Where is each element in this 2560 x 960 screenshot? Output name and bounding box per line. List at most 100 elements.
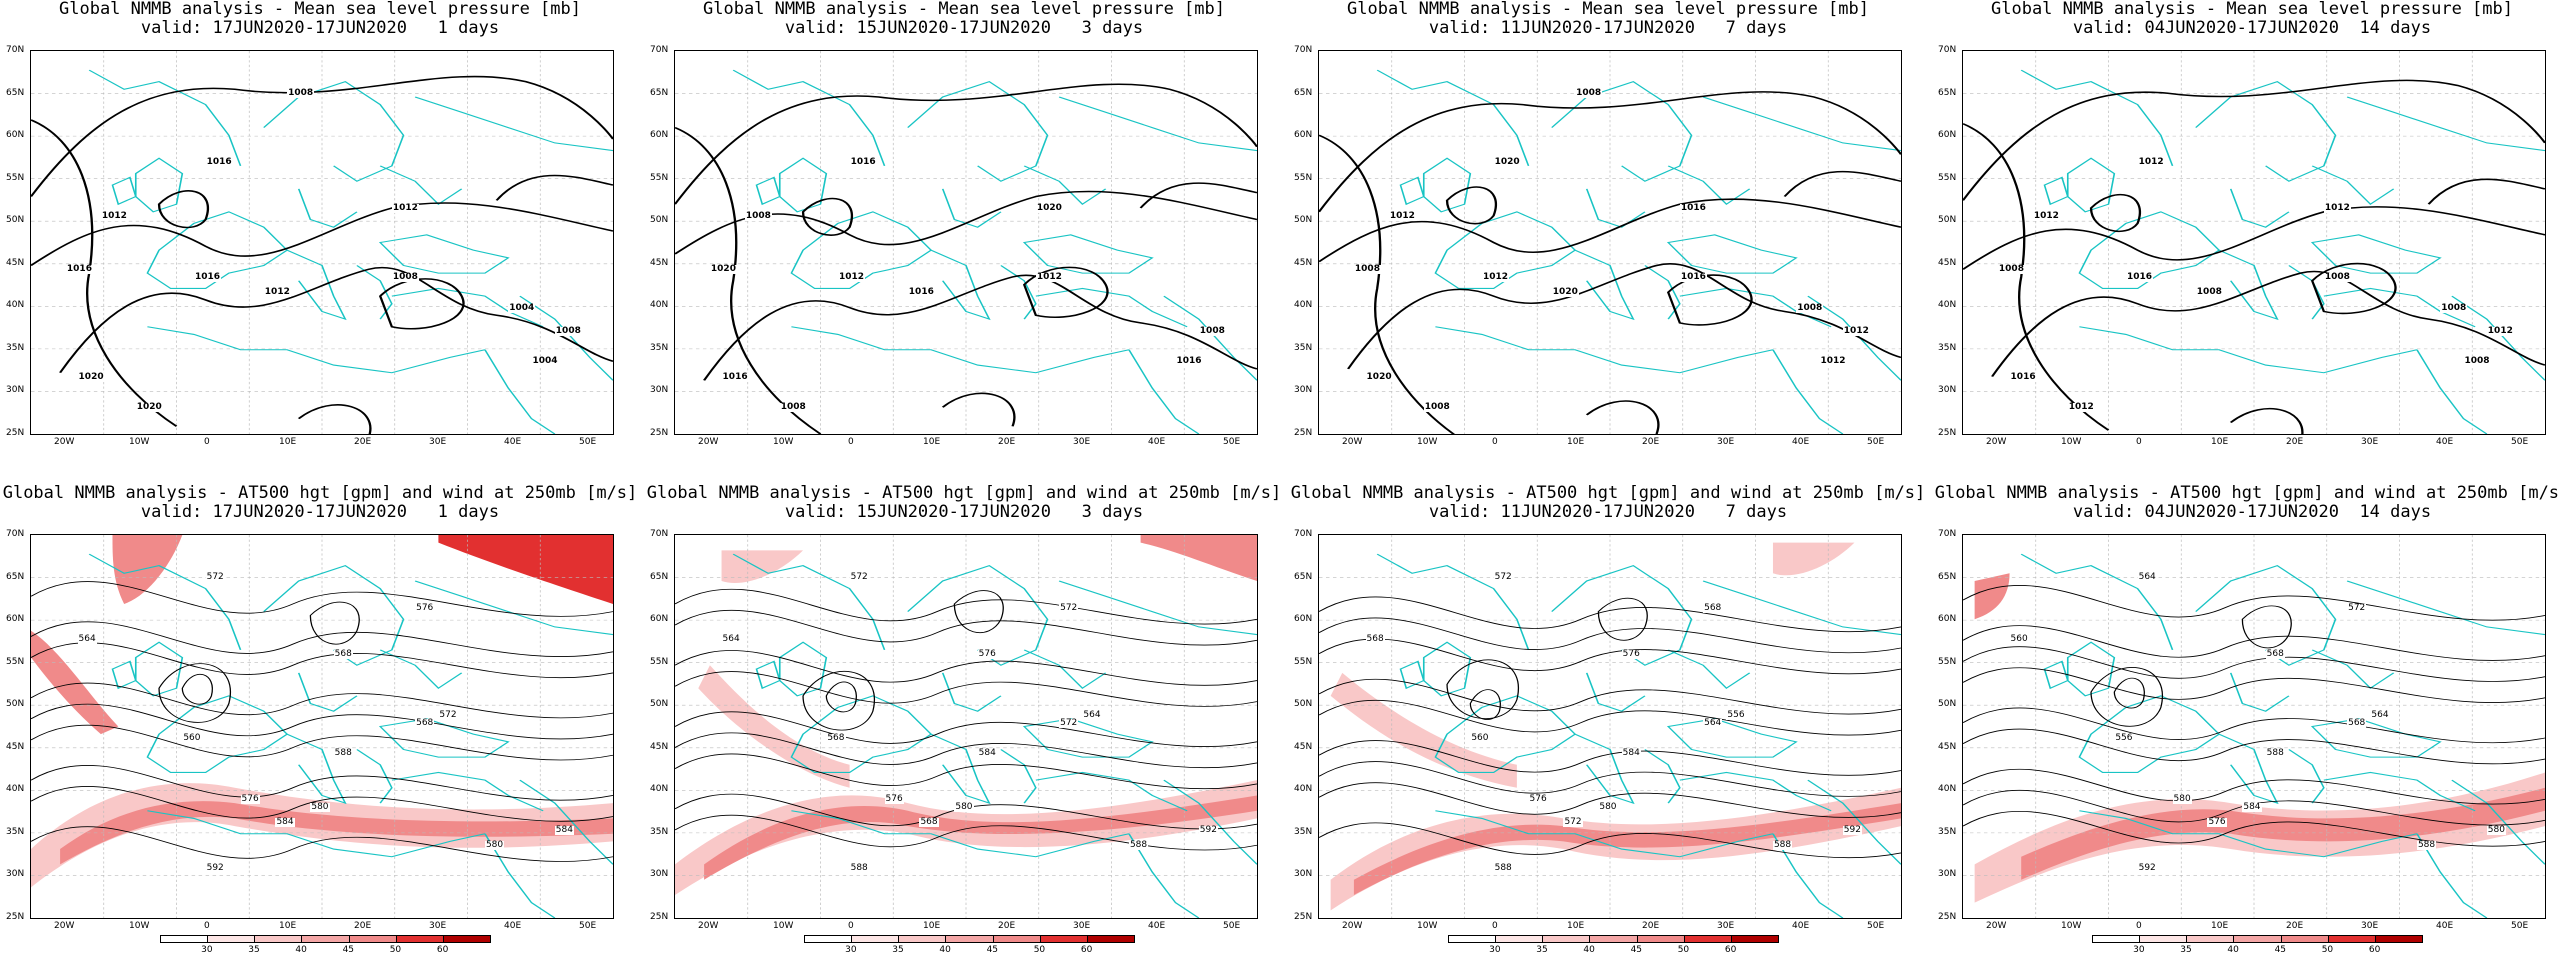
colorbar-segment	[1448, 935, 1497, 943]
longitude-label: 40E	[1148, 921, 1166, 931]
isoline	[31, 682, 613, 719]
coastline	[2079, 810, 2418, 858]
contour-label: 576	[415, 602, 435, 613]
contour-label: 560	[1470, 733, 1490, 744]
colorbar-label: 30	[201, 945, 213, 955]
contour-label: 568	[1365, 633, 1385, 644]
isoline	[1963, 646, 2545, 682]
coastline	[1772, 833, 1844, 918]
isoline	[1319, 198, 1901, 263]
colorbar-label: 35	[892, 945, 904, 955]
contour-label: 588	[2265, 748, 2285, 759]
contour-label: 1012	[2067, 402, 2095, 413]
longitude-label: 20W	[1986, 921, 2007, 931]
isoline	[31, 642, 613, 679]
coastline	[391, 287, 544, 328]
contour-label: 564	[2137, 572, 2157, 583]
isoline	[1319, 740, 1901, 776]
contour-label: 1012	[1388, 210, 1416, 221]
coastline	[755, 660, 781, 690]
colorbar-label: 50	[1033, 945, 1046, 955]
longitude-label: 10W	[2061, 437, 2082, 447]
latitude-label: 50N	[1294, 215, 1313, 226]
latitude-label: 40N	[1294, 784, 1313, 795]
coastline	[907, 564, 1049, 666]
coastline	[1163, 295, 1257, 381]
longitude-label: 10E	[2211, 437, 2229, 447]
latitude-label: 50N	[6, 699, 25, 710]
contour-label: 584	[977, 748, 997, 759]
contour-label: 1008	[554, 325, 582, 336]
coastline	[2043, 176, 2069, 206]
map-panel: Global NMMB analysis - AT500 hgt [gpm] a…	[1288, 484, 1928, 960]
contour-label: 1020	[1493, 157, 1521, 168]
longitude-label: 10E	[923, 437, 941, 447]
contour-label: 1008	[1423, 402, 1451, 413]
panel-title: Global NMMB analysis - AT500 hgt [gpm] a…	[2, 483, 638, 503]
contour-label: 576	[1528, 794, 1548, 805]
contour-label: 568	[415, 717, 435, 728]
contour-label: 1020	[135, 402, 163, 413]
latitude-label: 60N	[1294, 130, 1313, 141]
contour-label: 1016	[193, 272, 222, 283]
colorbar-segment	[1495, 935, 1544, 943]
latitude-label: 35N	[6, 826, 25, 837]
coastline	[1128, 833, 1200, 918]
longitude-label: 10W	[129, 921, 150, 931]
contour-label: 588	[849, 863, 869, 874]
coastline	[1376, 553, 1530, 651]
latitude-label: 65N	[1938, 87, 1957, 98]
longitude-label: 10E	[1567, 921, 1585, 931]
latitude-label: 30N	[1294, 869, 1313, 880]
contour-label: 592	[1198, 825, 1218, 836]
panel-title: Global NMMB analysis - AT500 hgt [gpm] a…	[646, 483, 1282, 503]
wind-colorbar: 30 35 40 45 50 60	[2092, 935, 2423, 957]
map-area: 564 572 576 572 568 564 572 568 576 580 584 588 592 5…	[674, 534, 1258, 919]
latitude-label: 55N	[6, 656, 25, 667]
coastline	[391, 771, 544, 812]
contour-label: 1008	[391, 272, 419, 283]
isoline	[2229, 407, 2304, 434]
longitude-label: 40E	[1148, 437, 1166, 447]
coastline	[930, 733, 991, 805]
contour-label: 564	[721, 633, 741, 644]
contour-label: 588	[333, 748, 353, 759]
isoline	[1963, 625, 2545, 661]
coastline	[791, 810, 1130, 858]
contour-label: 588	[1493, 863, 1513, 874]
colorbar-label: 50	[1677, 945, 1690, 955]
latitude-label: 70N	[6, 45, 25, 55]
contour-label: 1020	[77, 371, 105, 382]
latitude-label: 45N	[1294, 257, 1313, 268]
latitude-label: 65N	[6, 87, 25, 98]
isoline	[1319, 761, 1901, 797]
isoline	[802, 671, 876, 731]
latitude-label: 60N	[6, 614, 25, 625]
longitude-label: 0	[2136, 921, 2142, 931]
coastline	[1666, 234, 1798, 274]
latitude-label: 60N	[1938, 130, 1957, 141]
colorbar-segment	[2186, 935, 2235, 943]
isoline	[31, 75, 613, 197]
contour-label: 592	[2137, 863, 2157, 874]
contour-label: 1012	[837, 272, 866, 283]
contour-label: 572	[438, 710, 458, 721]
coastline	[1434, 695, 1577, 773]
isoline	[31, 786, 613, 822]
colorbar-segment	[2280, 935, 2329, 943]
longitude-label: 10E	[1567, 437, 1585, 447]
coastline	[378, 234, 510, 274]
longitude-label: 50E	[1223, 437, 1241, 447]
longitude-label: 0	[848, 921, 854, 931]
coastline	[1667, 649, 1751, 690]
contour-label: 588	[1772, 840, 1793, 851]
map-area: 1020 1020 1016 1016 1012 1012 1008 1012 1008 1020…	[1318, 50, 1902, 435]
colorbar-segment	[301, 935, 350, 943]
latitude-label: 35N	[1294, 826, 1313, 837]
contour-label: 1004	[508, 302, 536, 313]
coastline	[414, 580, 613, 636]
coastline	[2323, 287, 2476, 328]
wind-speed-shading	[1974, 573, 2010, 620]
longitude-label: 20W	[54, 437, 75, 447]
contour-label: 556	[2114, 733, 2134, 744]
